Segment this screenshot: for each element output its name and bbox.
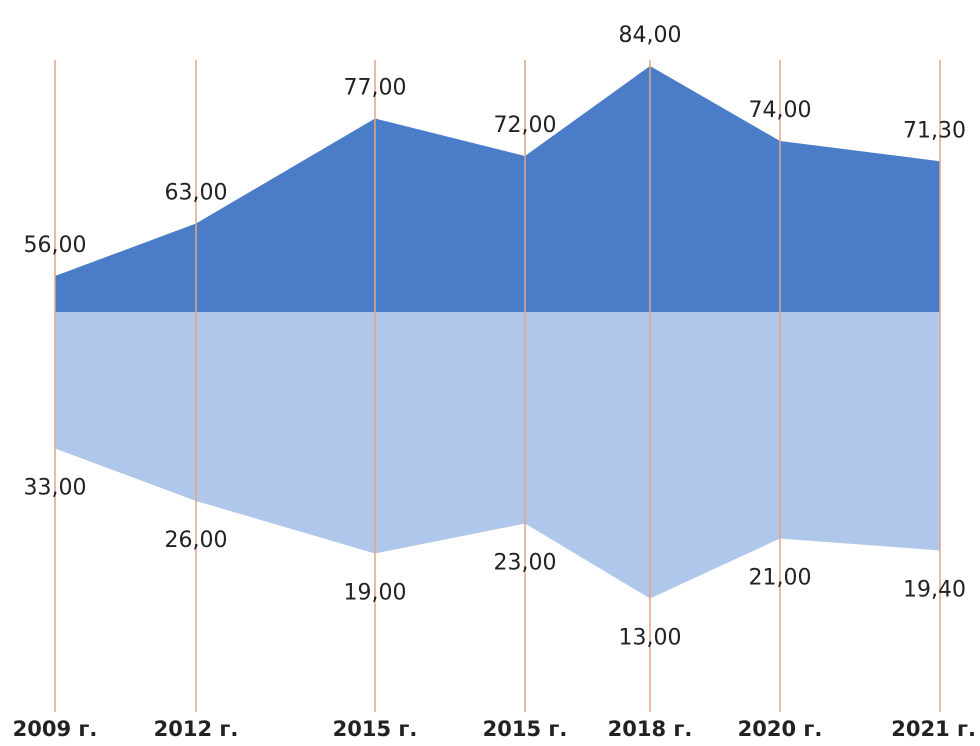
value-label: 19,00	[344, 581, 407, 606]
value-label: 56,00	[24, 233, 87, 258]
area	[55, 312, 940, 599]
x-tick-label: 2009 г.	[13, 717, 98, 741]
value-label: 63,00	[165, 181, 228, 206]
value-label: 77,00	[344, 76, 407, 101]
x-tick-label: 2015 г.	[483, 717, 568, 741]
x-tick-label: 2021 г.	[891, 717, 976, 741]
value-label: 72,00	[494, 113, 557, 138]
value-label: 84,00	[619, 23, 682, 48]
value-label: 74,00	[749, 98, 812, 123]
value-label: 19,40	[903, 578, 966, 603]
value-label: 33,00	[24, 476, 87, 501]
value-label: 23,00	[494, 551, 557, 576]
x-tick-label: 2015 г.	[333, 717, 418, 741]
value-label: 26,00	[165, 528, 228, 553]
x-tick-label: 2018 г.	[608, 717, 693, 741]
area	[55, 66, 940, 312]
x-tick-label: 2012 г.	[154, 717, 239, 741]
value-label: 21,00	[749, 566, 812, 591]
value-label: 71,30	[903, 118, 966, 143]
value-label: 13,00	[619, 626, 682, 651]
x-tick-label: 2020 г.	[738, 717, 823, 741]
